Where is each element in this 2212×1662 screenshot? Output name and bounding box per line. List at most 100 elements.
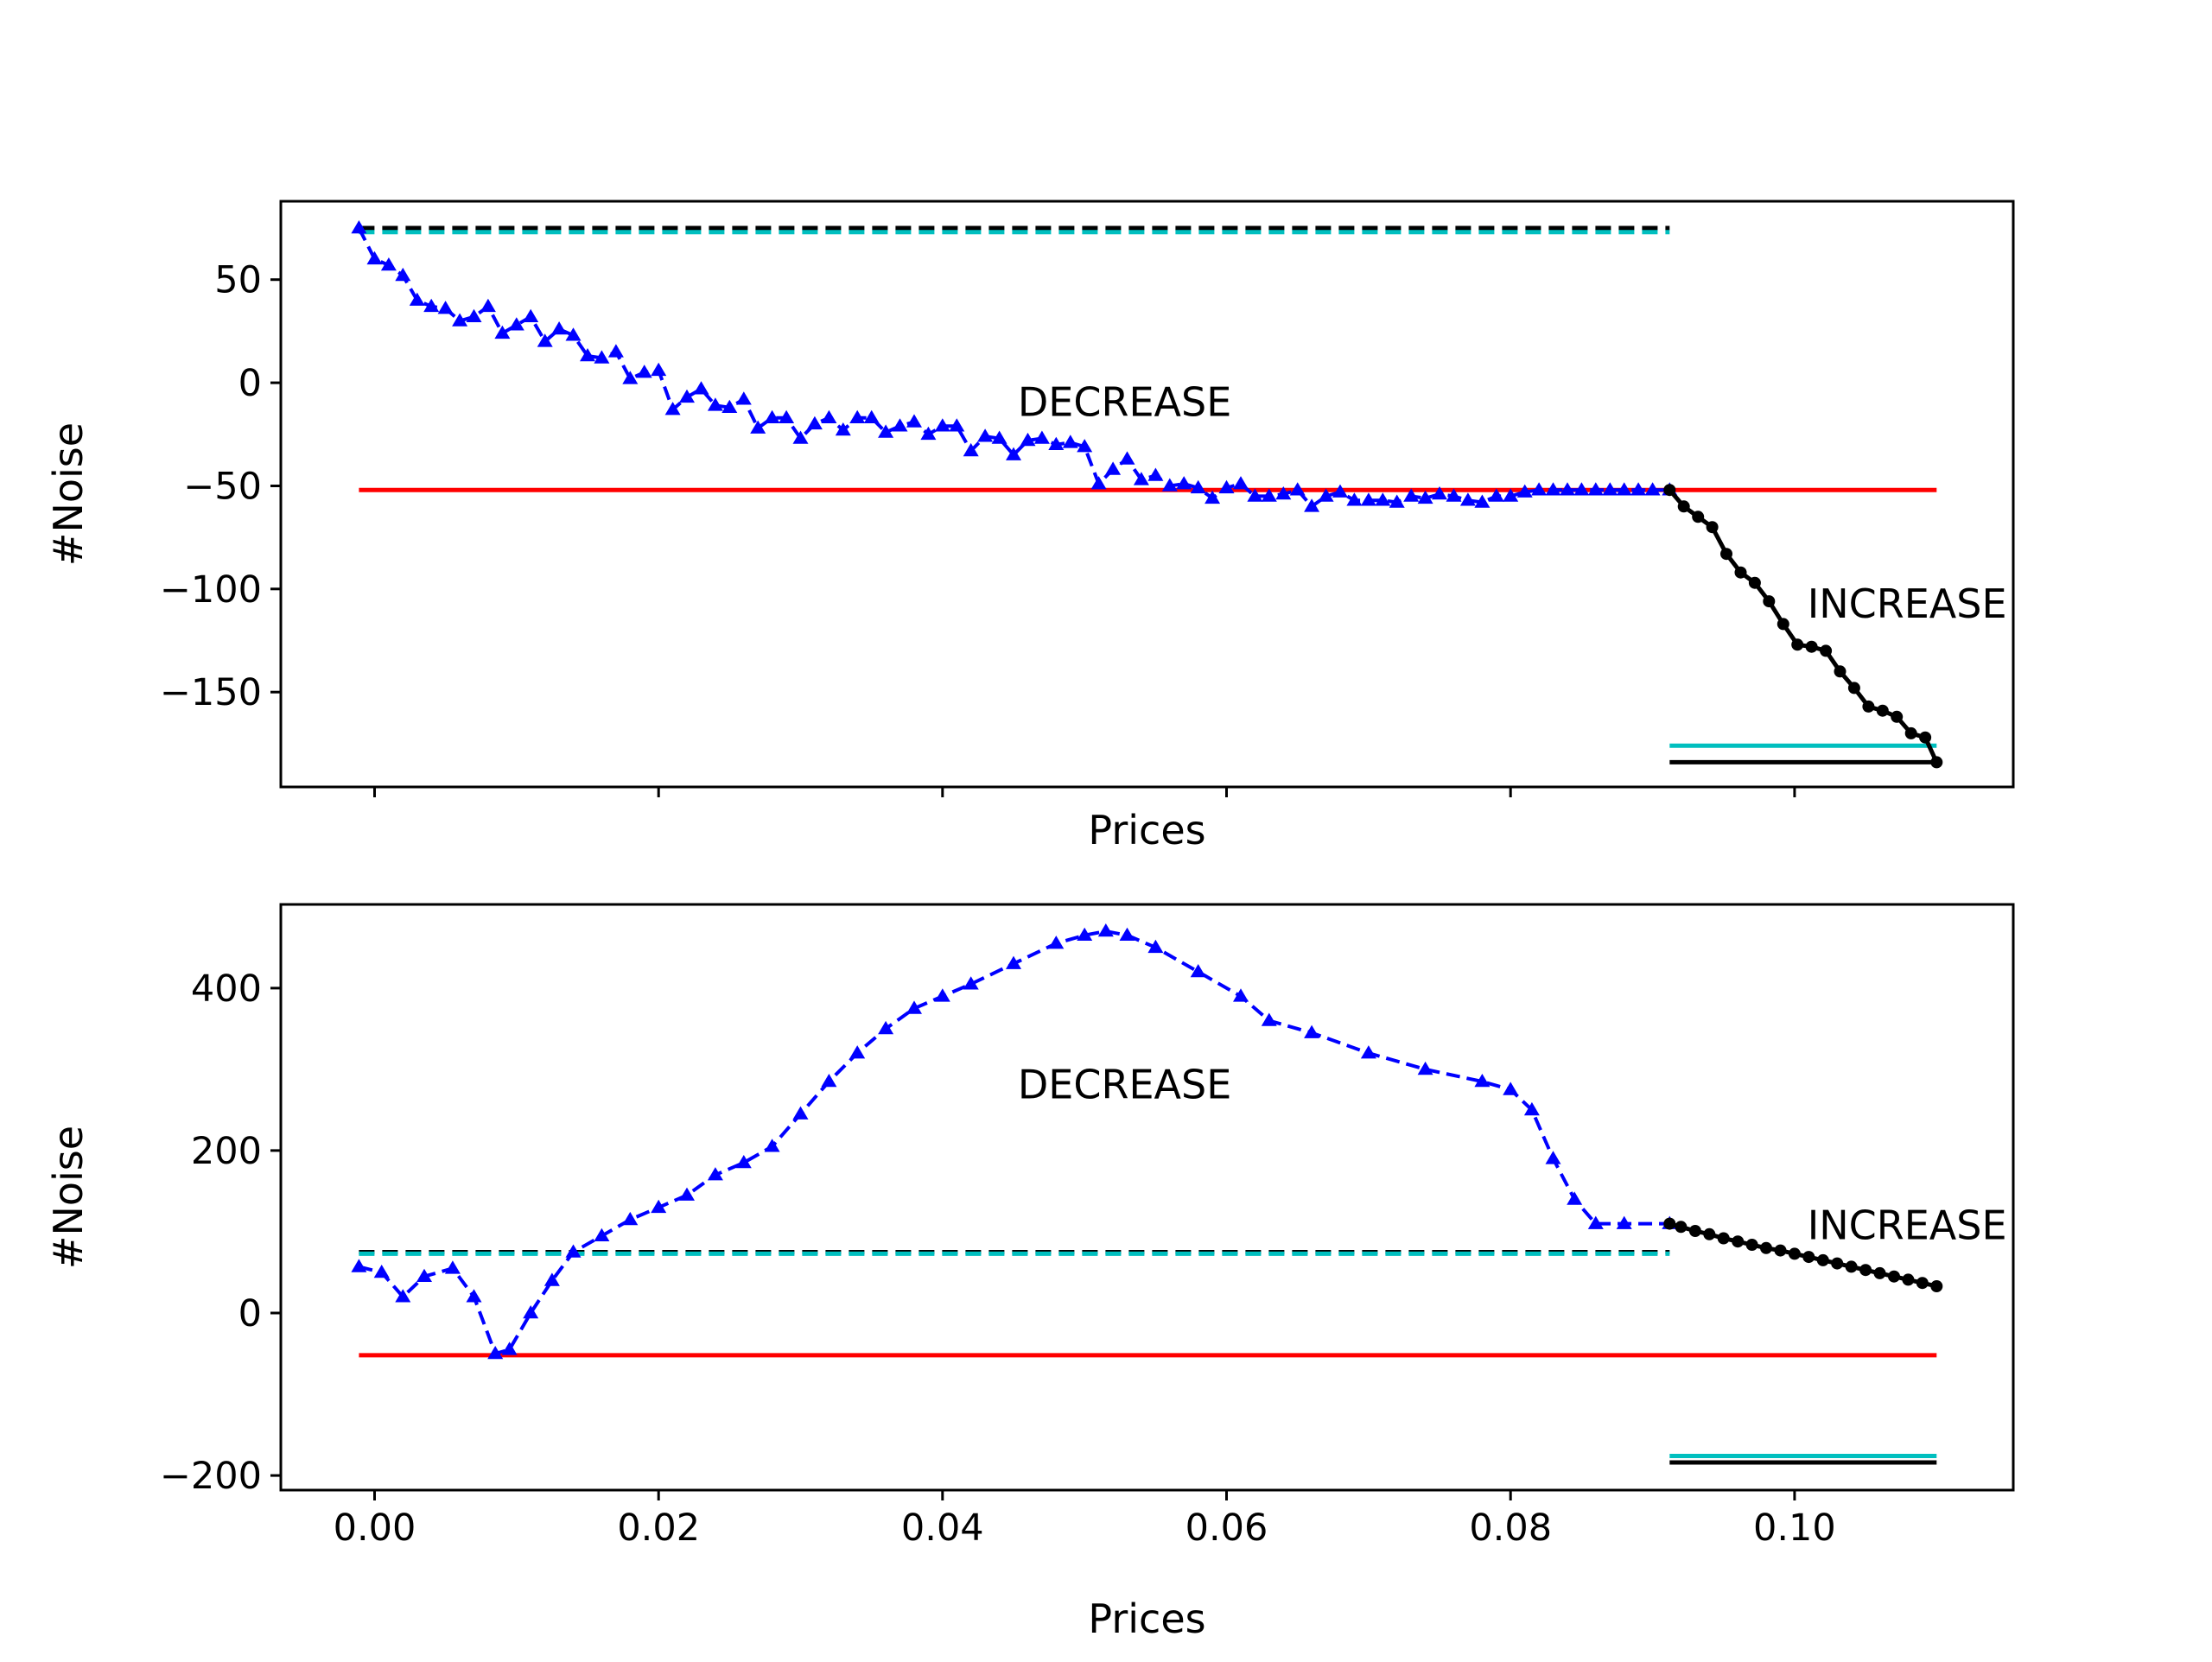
data-point xyxy=(1417,1061,1433,1075)
data-point xyxy=(1663,1217,1676,1230)
y-tick-label: −150 xyxy=(160,671,262,714)
plot-area xyxy=(351,923,1943,1465)
x-tick-label: 0.00 xyxy=(334,1507,416,1550)
data-point xyxy=(1261,488,1277,502)
data-point xyxy=(1048,936,1065,949)
annotation-decrease: DECREASE xyxy=(1018,1062,1231,1108)
y-tick-label: 50 xyxy=(214,259,262,302)
data-point xyxy=(351,220,367,234)
data-point xyxy=(416,1268,432,1282)
data-point xyxy=(1834,665,1847,678)
data-point xyxy=(523,1305,539,1319)
data-point xyxy=(1732,1235,1745,1248)
data-point xyxy=(1777,618,1789,631)
data-point xyxy=(1802,1251,1815,1264)
data-point xyxy=(1062,435,1078,448)
data-point xyxy=(679,389,695,403)
data-point xyxy=(906,1000,922,1014)
data-point xyxy=(366,251,383,265)
data-point xyxy=(1902,1273,1915,1286)
data-point xyxy=(1033,430,1050,444)
data-point xyxy=(1717,1232,1730,1245)
data-point xyxy=(1360,1045,1376,1059)
data-point xyxy=(1531,482,1548,496)
y-tick-label: 200 xyxy=(191,1130,262,1173)
data-point xyxy=(452,313,468,327)
data-point xyxy=(878,424,894,438)
data-point xyxy=(1459,492,1476,506)
data-point xyxy=(1233,988,1249,1002)
data-point xyxy=(1706,521,1719,534)
annotation-decrease: DECREASE xyxy=(1018,378,1231,425)
data-point xyxy=(1318,488,1334,502)
data-point xyxy=(949,418,965,432)
data-point xyxy=(1503,1082,1519,1095)
data-point xyxy=(1930,756,1943,769)
data-point xyxy=(543,1272,560,1286)
data-point xyxy=(1763,595,1776,608)
data-point xyxy=(934,988,950,1002)
data-point xyxy=(821,1074,837,1088)
data-point xyxy=(1587,482,1604,496)
data-point xyxy=(622,1211,639,1226)
data-point xyxy=(351,1259,367,1272)
data-point xyxy=(580,348,595,362)
series-line-1 xyxy=(358,929,1670,1356)
data-point xyxy=(1703,1227,1716,1240)
data-point xyxy=(1748,576,1761,589)
data-point xyxy=(1545,482,1561,496)
data-point xyxy=(1788,1247,1801,1260)
data-point xyxy=(863,409,880,423)
data-point xyxy=(607,344,624,358)
data-point xyxy=(1161,478,1178,492)
data-point xyxy=(1688,1225,1701,1237)
x-axis-label: Prices xyxy=(1088,807,1205,853)
data-point xyxy=(679,1187,695,1201)
data-point xyxy=(1734,566,1747,579)
data-point xyxy=(636,365,652,378)
data-point xyxy=(1876,704,1889,717)
data-point xyxy=(1304,498,1320,512)
data-point xyxy=(1845,1260,1858,1273)
data-point xyxy=(849,409,866,423)
data-point xyxy=(1446,488,1462,502)
data-point xyxy=(735,391,752,405)
data-point xyxy=(466,308,482,322)
data-point xyxy=(1859,1264,1872,1277)
annotation-increase: INCREASE xyxy=(1808,580,2007,627)
data-point xyxy=(1147,467,1164,481)
data-point xyxy=(849,1045,866,1059)
data-point xyxy=(1873,1266,1886,1279)
data-point xyxy=(1105,461,1122,475)
data-point xyxy=(651,362,667,377)
data-point xyxy=(664,402,681,416)
data-point xyxy=(906,414,922,428)
data-point xyxy=(444,1260,461,1274)
data-point xyxy=(1545,1151,1561,1164)
data-point xyxy=(1930,1280,1943,1292)
x-tick-label: 0.10 xyxy=(1753,1507,1836,1550)
data-point xyxy=(991,430,1007,444)
x-axis-label: Prices xyxy=(1088,1595,1205,1642)
data-point xyxy=(380,257,397,271)
data-point xyxy=(594,350,610,364)
data-point xyxy=(920,426,937,441)
data-point xyxy=(1616,482,1632,496)
data-point xyxy=(537,333,553,347)
data-point xyxy=(1190,479,1206,494)
data-point xyxy=(1304,1024,1320,1038)
data-point xyxy=(1190,964,1206,978)
data-point xyxy=(1119,927,1135,941)
data-point xyxy=(508,317,524,331)
data-point xyxy=(806,416,823,430)
data-point xyxy=(1360,492,1376,506)
data-point xyxy=(1745,1239,1758,1251)
data-point xyxy=(373,1265,390,1278)
data-point xyxy=(423,298,440,313)
data-point xyxy=(1630,482,1647,496)
plot-area xyxy=(351,220,1943,769)
data-point xyxy=(1474,494,1491,508)
data-point xyxy=(622,371,639,384)
data-point xyxy=(707,397,723,411)
